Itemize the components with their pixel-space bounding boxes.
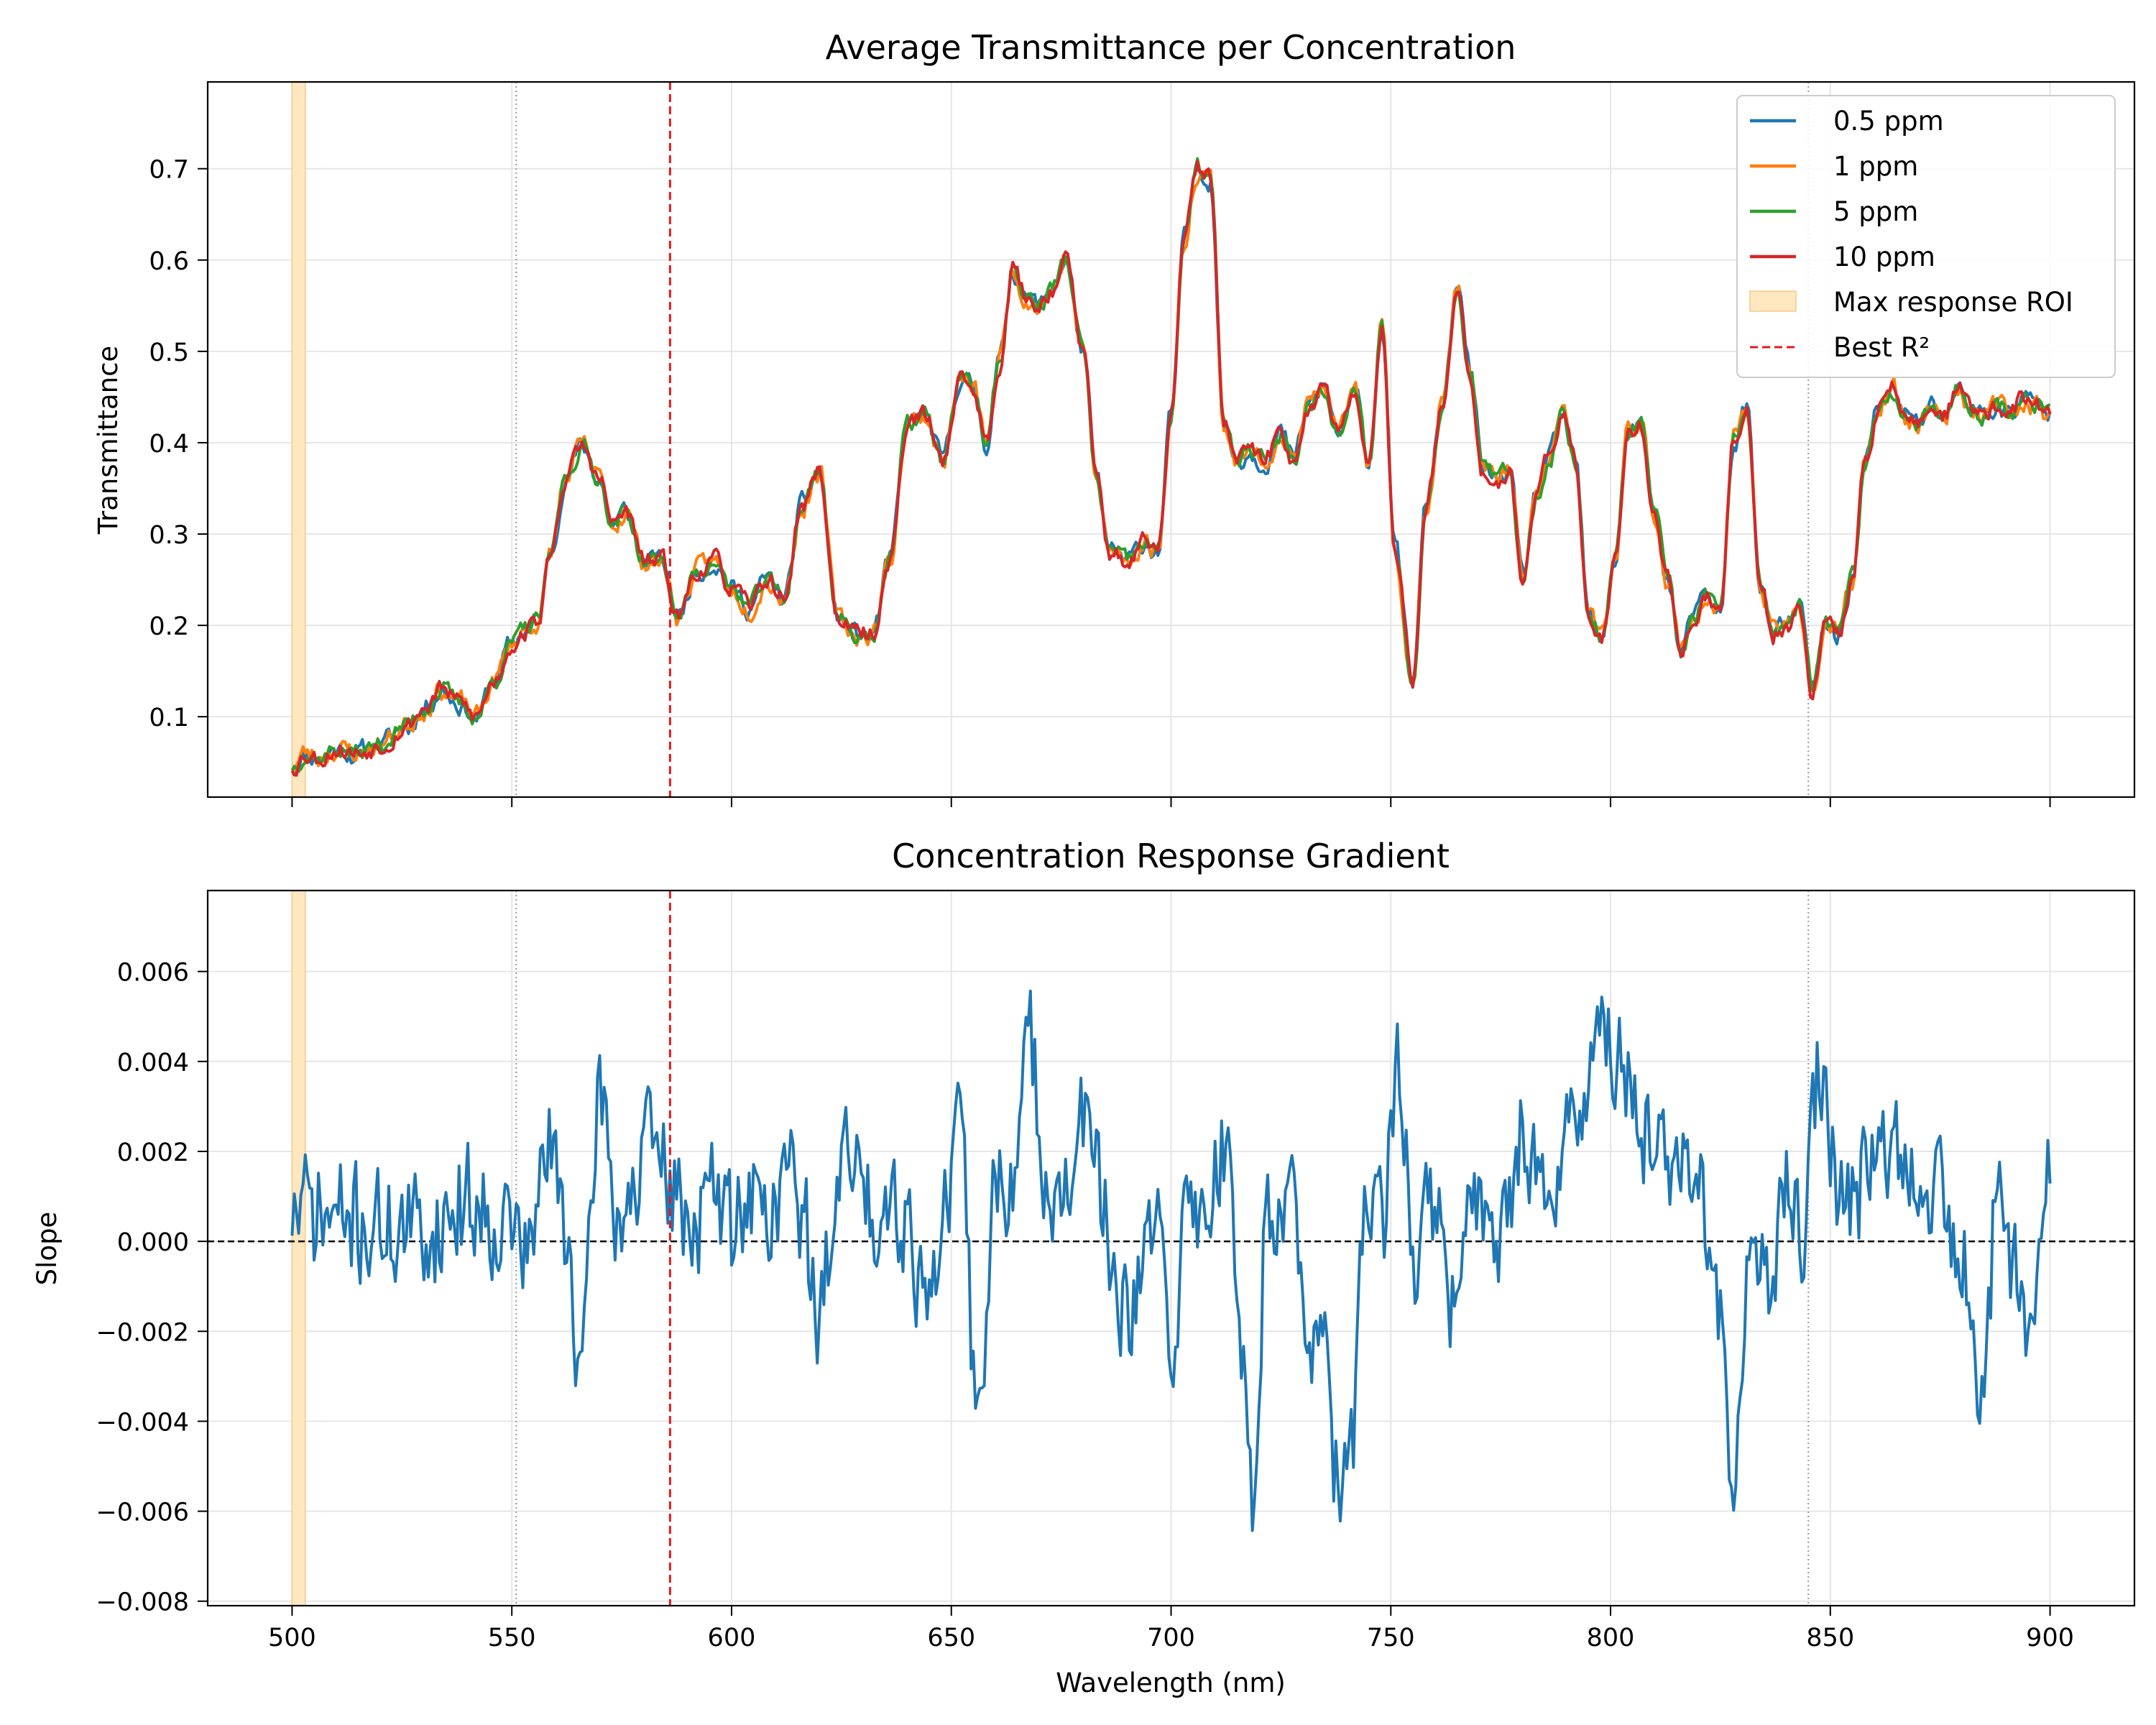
bottom-ytick-label-4: 0.000 bbox=[117, 1228, 189, 1257]
bottom-y-ticks: −0.008 −0.006 −0.004 −0.002 0.000 0.002 0.004 0… bbox=[96, 959, 208, 1617]
top-ytick-label-0: 0.1 bbox=[149, 704, 189, 732]
legend-label-roi: Max response ROI bbox=[1833, 287, 2073, 318]
legend-label-5ppm: 5 ppm bbox=[1833, 196, 1918, 227]
top-ytick-label-4: 0.5 bbox=[149, 339, 189, 367]
bottom-ytick-label-6: 0.004 bbox=[117, 1049, 189, 1077]
top-ytick-label-6: 0.7 bbox=[149, 156, 189, 185]
top-ytick-label-2: 0.3 bbox=[149, 521, 189, 550]
bottom-ytick-label-2: −0.004 bbox=[96, 1408, 189, 1437]
top-roi-band bbox=[291, 81, 306, 798]
top-y-axis-label: Transmittance bbox=[93, 346, 124, 535]
transmittance-panel: 0.1 0.2 0.3 0.4 0.5 0.6 0.7 Average Transmitta… bbox=[93, 28, 2136, 807]
top-ytick-label-1: 0.2 bbox=[149, 612, 189, 641]
bottom-ytick-label-1: −0.006 bbox=[96, 1499, 189, 1527]
top-chart-title: Average Transmittance per Concentration bbox=[826, 28, 1516, 67]
bottom-ytick-label-7: 0.006 bbox=[117, 959, 189, 988]
bottom-xtick-label-650: 650 bbox=[927, 1624, 975, 1652]
legend-label-best-r2: Best R² bbox=[1833, 332, 1930, 363]
legend-label-10ppm: 10 ppm bbox=[1833, 242, 1935, 272]
legend: 0.5 ppm 1 ppm 5 ppm 10 ppm Max response … bbox=[1736, 95, 2116, 378]
top-dotted-lines bbox=[515, 82, 1810, 797]
legend-frame bbox=[1736, 95, 2116, 378]
bottom-xtick-label-500: 500 bbox=[268, 1624, 316, 1652]
bottom-ytick-label-0: −0.008 bbox=[96, 1588, 189, 1617]
top-ytick-label-3: 0.4 bbox=[149, 430, 189, 459]
top-series-lines bbox=[290, 157, 2052, 777]
gradient-panel: 500 550 600 650 700 750 800 850 900 −0.008 −0.006… bbox=[32, 837, 2136, 1698]
bottom-xtick-label-850: 850 bbox=[1806, 1624, 1854, 1652]
bottom-dotted-lines bbox=[515, 891, 1810, 1606]
bottom-roi-band bbox=[291, 890, 306, 1606]
top-roi-layer bbox=[291, 81, 306, 798]
bottom-series-lines bbox=[290, 989, 2052, 1532]
bottom-xtick-label-550: 550 bbox=[488, 1624, 536, 1652]
bottom-roi-layer bbox=[291, 890, 306, 1606]
top-x-ticks bbox=[291, 797, 2051, 807]
bottom-x-ticks: 500 550 600 650 700 750 800 850 900 bbox=[268, 1606, 2074, 1652]
bottom-ytick-label-5: 0.002 bbox=[117, 1138, 189, 1167]
bottom-xtick-label-900: 900 bbox=[2026, 1624, 2074, 1652]
bottom-x-axis-label: Wavelength (nm) bbox=[1056, 1668, 1286, 1698]
bottom-chart-title: Concentration Response Gradient bbox=[892, 837, 1450, 875]
bottom-y-axis-label: Slope bbox=[32, 1212, 63, 1286]
top-ytick-label-5: 0.6 bbox=[149, 247, 189, 276]
series-line-10-ppm bbox=[290, 160, 2052, 777]
bottom-ytick-label-3: −0.002 bbox=[96, 1318, 189, 1347]
legend-swatch-roi bbox=[1749, 290, 1797, 312]
bottom-xtick-label-700: 700 bbox=[1147, 1624, 1195, 1652]
legend-label-0-5ppm: 0.5 ppm bbox=[1833, 106, 1944, 137]
top-y-ticks: 0.1 0.2 0.3 0.4 0.5 0.6 0.7 bbox=[149, 156, 208, 732]
gradient-slope-line bbox=[290, 989, 2052, 1532]
bottom-xtick-label-750: 750 bbox=[1367, 1624, 1415, 1652]
bottom-xtick-label-800: 800 bbox=[1587, 1624, 1635, 1652]
legend-label-1ppm: 1 ppm bbox=[1833, 151, 1918, 182]
bottom-xtick-label-600: 600 bbox=[708, 1624, 756, 1652]
